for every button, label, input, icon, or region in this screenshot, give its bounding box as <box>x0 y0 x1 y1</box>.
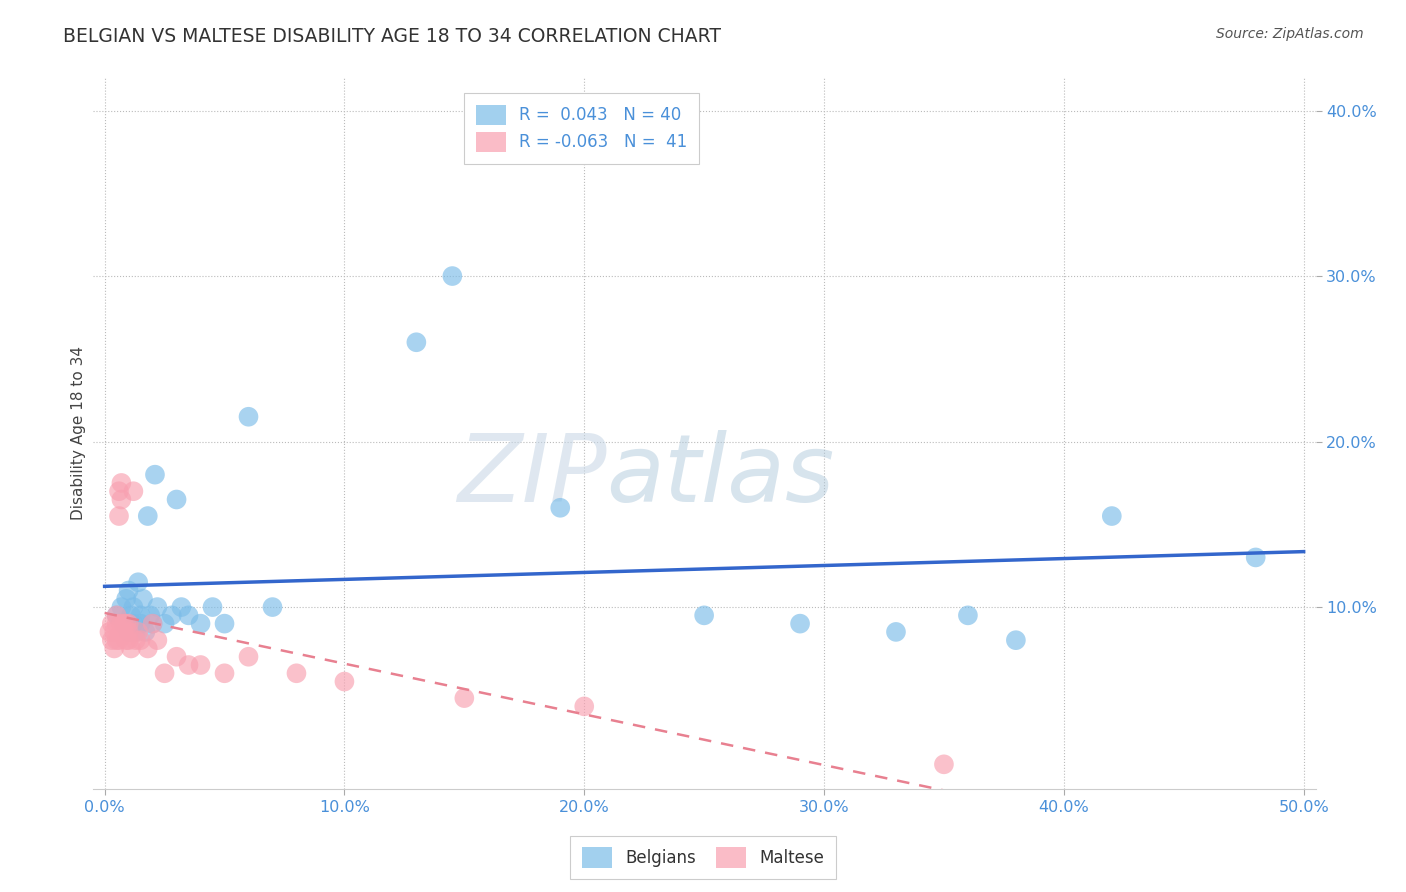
Point <box>115 633 138 648</box>
Point <box>122 600 145 615</box>
Point <box>122 484 145 499</box>
Point <box>129 608 152 623</box>
Point <box>105 616 128 631</box>
Point <box>693 608 716 623</box>
Point <box>127 575 149 590</box>
Point <box>136 509 159 524</box>
Point <box>105 633 128 648</box>
Point <box>143 467 166 482</box>
Point <box>122 616 145 631</box>
Point <box>110 492 132 507</box>
Point <box>1244 550 1267 565</box>
Point <box>132 591 155 606</box>
Point <box>120 608 142 623</box>
Point <box>153 616 176 631</box>
Point <box>146 633 169 648</box>
Point <box>112 616 135 631</box>
Point <box>1101 509 1123 524</box>
Point <box>190 616 212 631</box>
Point <box>117 583 139 598</box>
Point <box>884 624 907 639</box>
Point <box>285 666 308 681</box>
Point <box>115 616 138 631</box>
Legend: R =  0.043   N = 40, R = -0.063   N =  41: R = 0.043 N = 40, R = -0.063 N = 41 <box>464 93 699 163</box>
Point <box>956 608 979 623</box>
Point <box>1005 633 1028 648</box>
Point <box>238 649 260 664</box>
Point <box>201 600 224 615</box>
Y-axis label: Disability Age 18 to 34: Disability Age 18 to 34 <box>72 346 86 520</box>
Point <box>110 600 132 615</box>
Point <box>105 608 128 623</box>
Point <box>146 600 169 615</box>
Point <box>101 633 124 648</box>
Point <box>139 608 162 623</box>
Legend: Belgians, Maltese: Belgians, Maltese <box>571 836 835 880</box>
Point <box>214 666 236 681</box>
Point <box>125 633 148 648</box>
Point <box>160 608 183 623</box>
Point <box>110 616 132 631</box>
Point <box>166 492 188 507</box>
Point <box>214 616 236 631</box>
Point <box>153 666 176 681</box>
Text: BELGIAN VS MALTESE DISABILITY AGE 18 TO 34 CORRELATION CHART: BELGIAN VS MALTESE DISABILITY AGE 18 TO … <box>63 27 721 45</box>
Point <box>170 600 193 615</box>
Point <box>405 335 427 350</box>
Point <box>112 616 135 631</box>
Point <box>103 624 125 639</box>
Point <box>117 616 139 631</box>
Point <box>142 616 165 631</box>
Point <box>453 691 475 706</box>
Point <box>932 757 955 772</box>
Point <box>117 624 139 639</box>
Text: atlas: atlas <box>606 431 835 522</box>
Text: ZIP: ZIP <box>457 431 606 522</box>
Point <box>115 591 138 606</box>
Point <box>238 409 260 424</box>
Point <box>134 624 156 639</box>
Point <box>108 633 131 648</box>
Point <box>127 624 149 639</box>
Point <box>98 624 121 639</box>
Point <box>108 484 131 499</box>
Point <box>108 509 131 524</box>
Point <box>120 641 142 656</box>
Point <box>110 624 132 639</box>
Point <box>441 268 464 283</box>
Point <box>789 616 811 631</box>
Point <box>262 600 284 615</box>
Point <box>190 658 212 673</box>
Point <box>117 624 139 639</box>
Text: Source: ZipAtlas.com: Source: ZipAtlas.com <box>1216 27 1364 41</box>
Point <box>112 624 135 639</box>
Point <box>333 674 356 689</box>
Point <box>101 616 124 631</box>
Point <box>136 641 159 656</box>
Point <box>117 633 139 648</box>
Point <box>177 608 200 623</box>
Point <box>105 608 128 623</box>
Point <box>574 699 596 714</box>
Point <box>125 624 148 639</box>
Point <box>177 658 200 673</box>
Point <box>129 633 152 648</box>
Point <box>142 616 165 631</box>
Point <box>110 475 132 490</box>
Point <box>103 641 125 656</box>
Point <box>166 649 188 664</box>
Point <box>548 500 571 515</box>
Point <box>129 616 152 631</box>
